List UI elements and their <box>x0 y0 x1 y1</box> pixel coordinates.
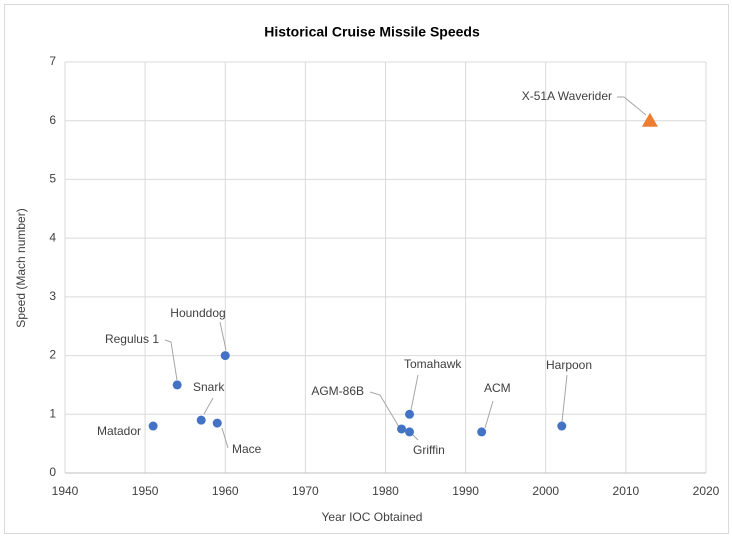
point <box>196 415 206 425</box>
data-label: Regulus 1 <box>105 332 159 346</box>
point <box>405 427 415 437</box>
data-label: Griffin <box>413 443 445 457</box>
leader-line <box>617 96 647 116</box>
x-tick-label: 1990 <box>452 484 479 498</box>
x-tick-label: 1970 <box>292 484 319 498</box>
y-tick-label: 0 <box>49 465 56 479</box>
data-label: Harpoon <box>546 358 592 372</box>
leader-line <box>219 321 227 351</box>
point <box>397 424 407 434</box>
y-tick-label: 1 <box>49 406 56 420</box>
leader-line <box>164 339 178 381</box>
data-label: Hounddog <box>170 306 225 320</box>
point <box>148 421 158 431</box>
y-axis-label: Speed (Mach number) <box>14 208 28 327</box>
y-tick-label: 3 <box>49 289 56 303</box>
y-tick-label: 4 <box>49 230 56 244</box>
x-axis-label: Year IOC Obtained <box>322 510 423 524</box>
chart-frame <box>4 4 729 534</box>
x-tick-label: 1980 <box>372 484 399 498</box>
y-tick-label: 7 <box>49 54 56 68</box>
point <box>641 112 658 127</box>
point <box>220 351 230 361</box>
x-tick-label: 2010 <box>613 484 640 498</box>
data-label: Matador <box>97 424 141 438</box>
x-tick-label: 1940 <box>52 484 79 498</box>
point <box>212 418 222 428</box>
leader-line <box>561 374 568 423</box>
leader-line <box>369 391 400 428</box>
leader-line <box>221 427 229 449</box>
x-tick-label: 1950 <box>132 484 159 498</box>
leader-line <box>203 397 214 415</box>
chart-title: Historical Cruise Missile Speeds <box>264 24 480 40</box>
x-tick-label: 2020 <box>693 484 720 498</box>
y-tick-label: 2 <box>49 348 56 362</box>
data-label: Snark <box>193 380 225 394</box>
x-tick-label: 1960 <box>212 484 239 498</box>
point <box>172 380 182 390</box>
point <box>557 421 567 431</box>
y-tick-label: 6 <box>49 113 56 127</box>
y-tick-label: 5 <box>49 172 56 186</box>
leader-line <box>484 400 494 429</box>
data-label: Mace <box>232 442 262 456</box>
point <box>405 409 415 419</box>
data-label: ACM <box>484 381 511 395</box>
leader-line <box>410 374 419 411</box>
data-label: AGM-86B <box>311 384 364 398</box>
data-label: X-51A Waverider <box>522 89 612 103</box>
x-tick-label: 2000 <box>532 484 559 498</box>
point <box>477 427 487 437</box>
data-label: Tomahawk <box>404 357 462 371</box>
